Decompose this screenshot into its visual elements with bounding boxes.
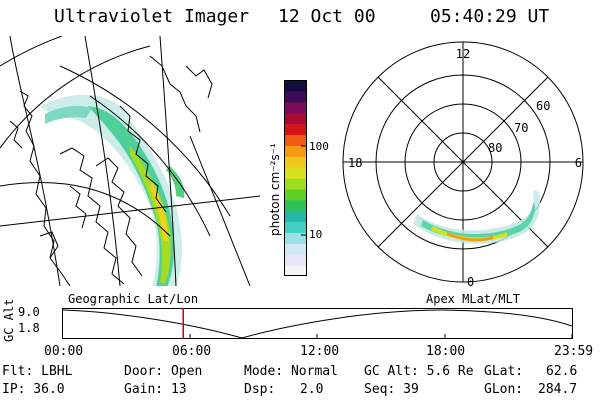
lat-label-70: 70 [514, 121, 528, 135]
polar-map: 12 18 6 0 60 70 80 [342, 41, 584, 289]
mlt-label-6: 6 [575, 156, 582, 170]
altitude-plot [62, 308, 573, 339]
colorbar-cell [284, 145, 307, 157]
altitude-ytick-high: 9.0 [18, 305, 40, 319]
colorbar-cell [284, 167, 307, 179]
colorbar-tick-100: 100 [309, 140, 329, 153]
colorbar-tick-10: 10 [309, 228, 323, 241]
mlt-label-18: 18 [348, 156, 362, 170]
mlt-label-12: 12 [456, 47, 470, 61]
colorbar-cell [284, 112, 307, 125]
ip-info: IP: 36.0 [2, 382, 65, 397]
colorbar-label: photon cm⁻²s⁻¹ [268, 143, 282, 236]
colorbar-cell [284, 80, 307, 92]
glat-label: GLat: [484, 364, 524, 379]
geographic-map-label: Geographic Lat/Lon [68, 292, 199, 306]
colorbar-cell [284, 254, 307, 266]
altitude-xtick-2359: 23:59 [554, 344, 594, 359]
colorbar-cell [284, 178, 307, 190]
colorbar [284, 80, 307, 276]
altitude-ylabel: GC Alt [2, 298, 16, 342]
colorbar-cell [284, 210, 307, 223]
filter-info: Flt: LBHL [2, 364, 73, 379]
auroral-oval-geographic [40, 94, 185, 286]
colorbar-cell [284, 188, 307, 201]
geographic-map [0, 36, 261, 286]
colorbar-cell [284, 101, 307, 114]
colorbar-cell [284, 156, 307, 168]
gc-alt-info: GC Alt: 5.6 Re [364, 364, 474, 379]
colorbar-cell [284, 265, 307, 276]
date-label: 12 Oct 00 [278, 6, 376, 27]
colorbar-cell [284, 232, 307, 244]
latlon-grid [0, 36, 261, 286]
colorbar-cell [284, 243, 307, 255]
altitude-xtick-1800: 18:00 [426, 344, 466, 359]
colorbar-cell [284, 123, 307, 136]
colorbar-cell [284, 221, 307, 234]
door-info: Door: Open [124, 364, 203, 379]
mlt-label-0: 0 [467, 275, 474, 289]
gain-info: Gain: 13 [124, 382, 187, 397]
instrument-title: Ultraviolet Imager [54, 6, 250, 27]
colorbar-cell [284, 134, 307, 146]
lat-label-80: 80 [488, 141, 502, 155]
dsp-label: Dsp: [244, 382, 276, 397]
lat-label-60: 60 [536, 99, 550, 113]
glon-value: 284.7 [538, 382, 578, 397]
altitude-ytick-low: 1.8 [18, 321, 40, 335]
altitude-xtick-0600: 06:00 [172, 344, 212, 359]
seq-info: Seq: 39 [364, 382, 419, 397]
glon-label: GLon: [484, 382, 524, 397]
colorbar-cell [284, 90, 307, 103]
glat-value: 62.6 [546, 364, 578, 379]
time-label: 05:40:29 UT [430, 6, 550, 27]
auroral-oval-polar [413, 190, 541, 244]
polar-map-label: Apex MLat/MLT [426, 292, 520, 306]
dsp-value: 2.0 [300, 382, 324, 397]
mode-info: Mode: Normal [244, 364, 338, 379]
colorbar-cell [284, 199, 307, 212]
altitude-xtick-0000: 00:00 [44, 344, 84, 359]
altitude-xtick-1200: 12:00 [300, 344, 340, 359]
